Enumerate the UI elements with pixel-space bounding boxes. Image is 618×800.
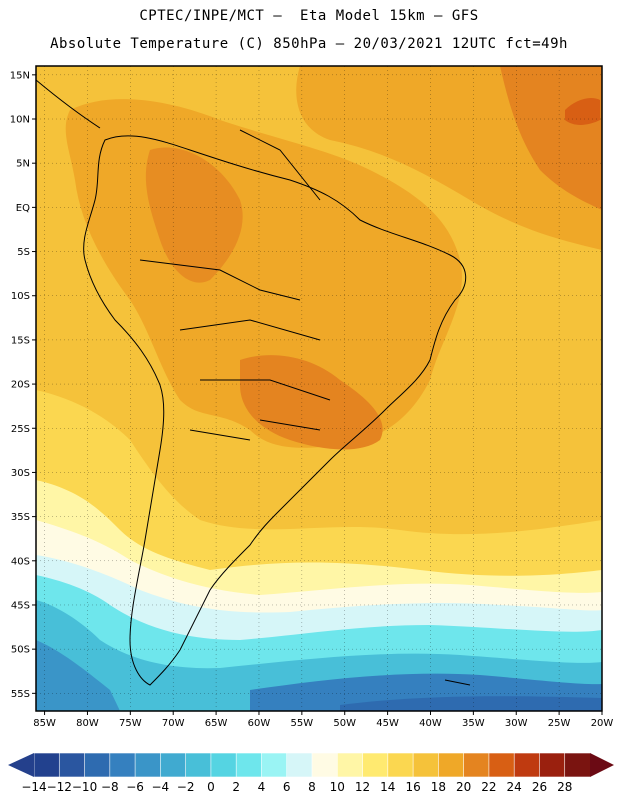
colorbar-label: −12 [47, 780, 72, 794]
colorbar-label: −2 [177, 780, 195, 794]
lon-tick-label: 40W [419, 718, 442, 729]
lat-tick-label: 30S [11, 468, 30, 479]
colorbar-swatch [286, 752, 313, 778]
lon-tick-label: 30W [505, 718, 528, 729]
lat-tick-label: EQ [16, 203, 30, 214]
colorbar-label: −8 [101, 780, 119, 794]
map-title-line-2: Absolute Temperature (C) 850hPa – 20/03/… [50, 36, 568, 52]
lon-tick-label: 55W [291, 718, 314, 729]
colorbar-swatch [438, 752, 465, 778]
colorbar-swatch [564, 752, 591, 778]
lat-tick-label: 45S [11, 600, 30, 611]
field-20-22-parana [240, 355, 383, 450]
lat-tick-label: 10N [10, 115, 30, 126]
colorbar-label: 20 [456, 780, 471, 794]
colorbar-label: 6 [283, 780, 291, 794]
colorbar-label: 16 [405, 780, 420, 794]
colorbar-label: −10 [72, 780, 97, 794]
south-america-coastline [83, 135, 467, 686]
latitude-axis: 15N 10N 5N EQ 5S 10S 15S 20S 25S 30S 35S 40S 45S 50S 5… [10, 70, 36, 700]
lon-tick-label: 65W [205, 718, 228, 729]
colorbar-swatch [412, 752, 440, 778]
lon-tick-label: 70W [162, 718, 185, 729]
colorbar-swatch [488, 752, 515, 778]
lat-tick-label: 40S [11, 556, 30, 567]
colorbar-label: 24 [507, 780, 522, 794]
lon-tick-label: 85W [33, 718, 56, 729]
colorbar-low-arrow [8, 753, 34, 777]
lon-tick-label: 20W [591, 718, 614, 729]
lat-tick-label: 55S [11, 689, 30, 700]
lon-tick-label: 35W [462, 718, 485, 729]
map-title-line-1: CPTEC/INPE/MCT – Eta Model 15km – GFS [139, 8, 479, 24]
colorbar-swatch [160, 752, 187, 778]
lat-tick-label: 5S [17, 247, 30, 258]
colorbar-swatch [261, 752, 288, 778]
longitude-axis: 85W 80W 75W 70W 65W 60W 55W 50W 45W 40W 35W 30W 25W 2… [33, 711, 613, 729]
colorbar-swatch [33, 752, 61, 778]
colorbar-swatch [362, 752, 389, 778]
lat-tick-label: 10S [11, 291, 30, 302]
lat-tick-label: 20S [11, 380, 30, 391]
lon-tick-label: 50W [333, 718, 356, 729]
lat-tick-label: 50S [11, 645, 30, 656]
colorbar-high-arrow [590, 753, 614, 777]
lon-tick-label: 25W [548, 718, 571, 729]
lon-tick-label: 45W [376, 718, 399, 729]
colorbar-labels: −14 −12 −10 −8 −6 −4 −2 0 2 4 6 8 10 12 14 16 18 20 22 24 26… [21, 780, 572, 794]
colorbar-swatch [311, 752, 339, 778]
colorbar-swatch [235, 752, 263, 778]
lon-tick-label: 75W [119, 718, 142, 729]
colorbar-label: 14 [380, 780, 395, 794]
lat-tick-label: 15S [11, 335, 30, 346]
map-frame [35, 65, 603, 712]
colorbar-label: 0 [207, 780, 215, 794]
lon-tick-label: 60W [248, 718, 271, 729]
colorbar-swatch [134, 752, 162, 778]
colorbar-label: 2 [232, 780, 240, 794]
colorbar-swatch [463, 752, 490, 778]
temperature-field [36, 66, 602, 711]
colorbar-swatch [210, 752, 237, 778]
colorbar-label: −6 [126, 780, 144, 794]
colorbar: −14 −12 −10 −8 −6 −4 −2 0 2 4 6 8 10 12 14 16 18 20 22 24 26… [8, 752, 614, 794]
colorbar-swatches [33, 752, 591, 778]
lat-tick-label: 25S [11, 424, 30, 435]
colorbar-swatch [387, 752, 414, 778]
field-22-24-atlantic [565, 98, 600, 125]
colorbar-label: 22 [481, 780, 496, 794]
colorbar-label: 26 [532, 780, 547, 794]
colorbar-swatch [84, 752, 111, 778]
field-minus10-minus8 [340, 696, 602, 711]
colorbar-label: 4 [258, 780, 266, 794]
colorbar-swatch [58, 752, 86, 778]
field-20-22-amazon [145, 147, 243, 283]
colorbar-swatch [513, 752, 541, 778]
lon-tick-label: 80W [76, 718, 99, 729]
colorbar-swatch [109, 752, 136, 778]
coastlines [36, 79, 471, 686]
lat-tick-label: 5N [16, 159, 30, 170]
colorbar-label: 8 [308, 780, 316, 794]
lat-tick-label: 15N [10, 70, 30, 81]
colorbar-label: −4 [152, 780, 170, 794]
falkland-islands [444, 679, 471, 686]
colorbar-label: 10 [330, 780, 345, 794]
central-america-coastline [36, 79, 101, 129]
lat-tick-label: 35S [11, 512, 30, 523]
country-borders [139, 129, 331, 441]
colorbar-label: −14 [21, 780, 46, 794]
colorbar-swatch [336, 752, 364, 778]
colorbar-label: 12 [355, 780, 370, 794]
colorbar-label: 28 [557, 780, 572, 794]
colorbar-swatch [539, 752, 566, 778]
colorbar-swatch [185, 752, 212, 778]
colorbar-label: 18 [431, 780, 446, 794]
